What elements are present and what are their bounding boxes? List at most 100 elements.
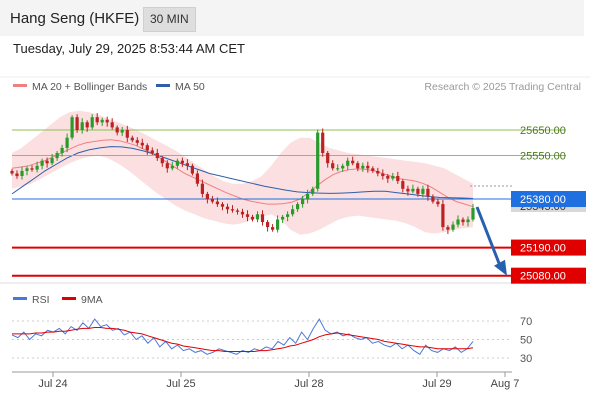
candle bbox=[205, 191, 209, 204]
candle-body bbox=[110, 122, 114, 128]
candle-body bbox=[421, 188, 425, 194]
candle bbox=[100, 117, 104, 126]
candle-body bbox=[456, 219, 460, 225]
x-tick-label-2: Jul 28 bbox=[294, 378, 323, 390]
candle-body bbox=[195, 173, 199, 184]
header-bar: Hang Seng (HKFE) 30 MIN bbox=[0, 0, 584, 36]
candle bbox=[115, 125, 119, 136]
candle bbox=[80, 118, 84, 134]
candle bbox=[85, 120, 89, 132]
candle-body bbox=[200, 183, 204, 194]
candle bbox=[255, 211, 260, 223]
candle-body bbox=[125, 130, 129, 138]
candle bbox=[125, 125, 129, 142]
candle-body bbox=[50, 158, 54, 164]
candle bbox=[391, 172, 395, 181]
candle bbox=[185, 159, 189, 171]
candle bbox=[130, 135, 134, 143]
candle bbox=[346, 157, 350, 171]
candle bbox=[271, 224, 275, 232]
candle-body bbox=[160, 158, 164, 164]
candle-body bbox=[296, 204, 300, 210]
candle bbox=[361, 162, 365, 172]
candle bbox=[120, 126, 124, 137]
ma50-legend-swatch bbox=[156, 84, 170, 87]
candle bbox=[215, 197, 219, 207]
rsi-ma-legend-swatch bbox=[62, 297, 76, 300]
candle-body bbox=[406, 188, 410, 192]
candle-body bbox=[361, 165, 365, 169]
rsi-legend-swatch bbox=[13, 297, 27, 300]
candle-body bbox=[426, 188, 430, 197]
timestamp: Tuesday, July 29, 2025 8:53:44 AM CET bbox=[13, 41, 245, 56]
candle-body bbox=[185, 163, 189, 166]
candle-body bbox=[170, 165, 174, 169]
candle-body bbox=[25, 168, 29, 171]
candle bbox=[411, 184, 415, 194]
ma50-legend-label: MA 50 bbox=[175, 81, 205, 93]
candle-body bbox=[291, 209, 295, 215]
candle bbox=[276, 215, 280, 233]
candle bbox=[200, 179, 204, 198]
candle-body bbox=[286, 214, 290, 217]
candle bbox=[396, 171, 400, 184]
candle bbox=[451, 221, 455, 232]
candle bbox=[45, 157, 49, 168]
candle-body bbox=[311, 188, 315, 194]
x-tick-label-4: Aug 7 bbox=[491, 378, 520, 390]
candle-body bbox=[90, 117, 94, 128]
rsi-ma-legend-label: 9MA bbox=[81, 294, 103, 306]
candle bbox=[461, 217, 465, 226]
candle-body bbox=[401, 181, 405, 189]
candle bbox=[70, 115, 74, 140]
ma20-legend-swatch bbox=[13, 84, 27, 87]
candle bbox=[235, 208, 240, 215]
candle bbox=[376, 167, 380, 177]
candle-body bbox=[281, 216, 285, 220]
candle bbox=[281, 214, 285, 223]
candle bbox=[416, 186, 420, 197]
candle-body bbox=[150, 150, 154, 153]
candle-body bbox=[165, 163, 169, 169]
candle bbox=[180, 157, 184, 167]
candle-body bbox=[250, 216, 255, 220]
candle-body bbox=[155, 153, 159, 159]
candle bbox=[401, 179, 405, 193]
candle-body bbox=[326, 153, 330, 164]
candle-body bbox=[266, 222, 270, 228]
candle bbox=[150, 147, 154, 155]
candle bbox=[25, 166, 29, 176]
candle-body bbox=[451, 224, 455, 230]
support-label-3: 25080.00 bbox=[520, 271, 566, 283]
candle-body bbox=[10, 170, 14, 174]
candle-body bbox=[190, 165, 194, 174]
candle bbox=[321, 128, 325, 157]
candle bbox=[371, 166, 375, 173]
candle-body bbox=[75, 117, 79, 130]
candle bbox=[291, 205, 295, 217]
candle bbox=[105, 116, 109, 127]
candle-body bbox=[441, 204, 445, 228]
x-tick-label-1: Jul 25 bbox=[166, 378, 195, 390]
candle bbox=[326, 151, 330, 168]
candle bbox=[95, 113, 99, 126]
candle bbox=[245, 210, 250, 222]
candle bbox=[406, 185, 410, 196]
forecast-arrow-shaft bbox=[475, 206, 502, 267]
candle-body bbox=[306, 193, 310, 199]
candle-body bbox=[230, 209, 235, 211]
candle-body bbox=[30, 168, 34, 170]
candle bbox=[175, 158, 179, 169]
support-label-2: 25190.00 bbox=[520, 243, 566, 255]
candle bbox=[155, 148, 159, 161]
candle bbox=[260, 210, 265, 226]
candle-body bbox=[356, 163, 360, 169]
candle bbox=[135, 137, 139, 146]
candle-body bbox=[145, 145, 149, 151]
candle bbox=[195, 170, 199, 187]
candle bbox=[170, 161, 174, 171]
candle-body bbox=[20, 170, 24, 176]
candle-body bbox=[100, 119, 104, 123]
interval-badge[interactable]: 30 MIN bbox=[143, 7, 196, 32]
candle-body bbox=[381, 173, 385, 177]
